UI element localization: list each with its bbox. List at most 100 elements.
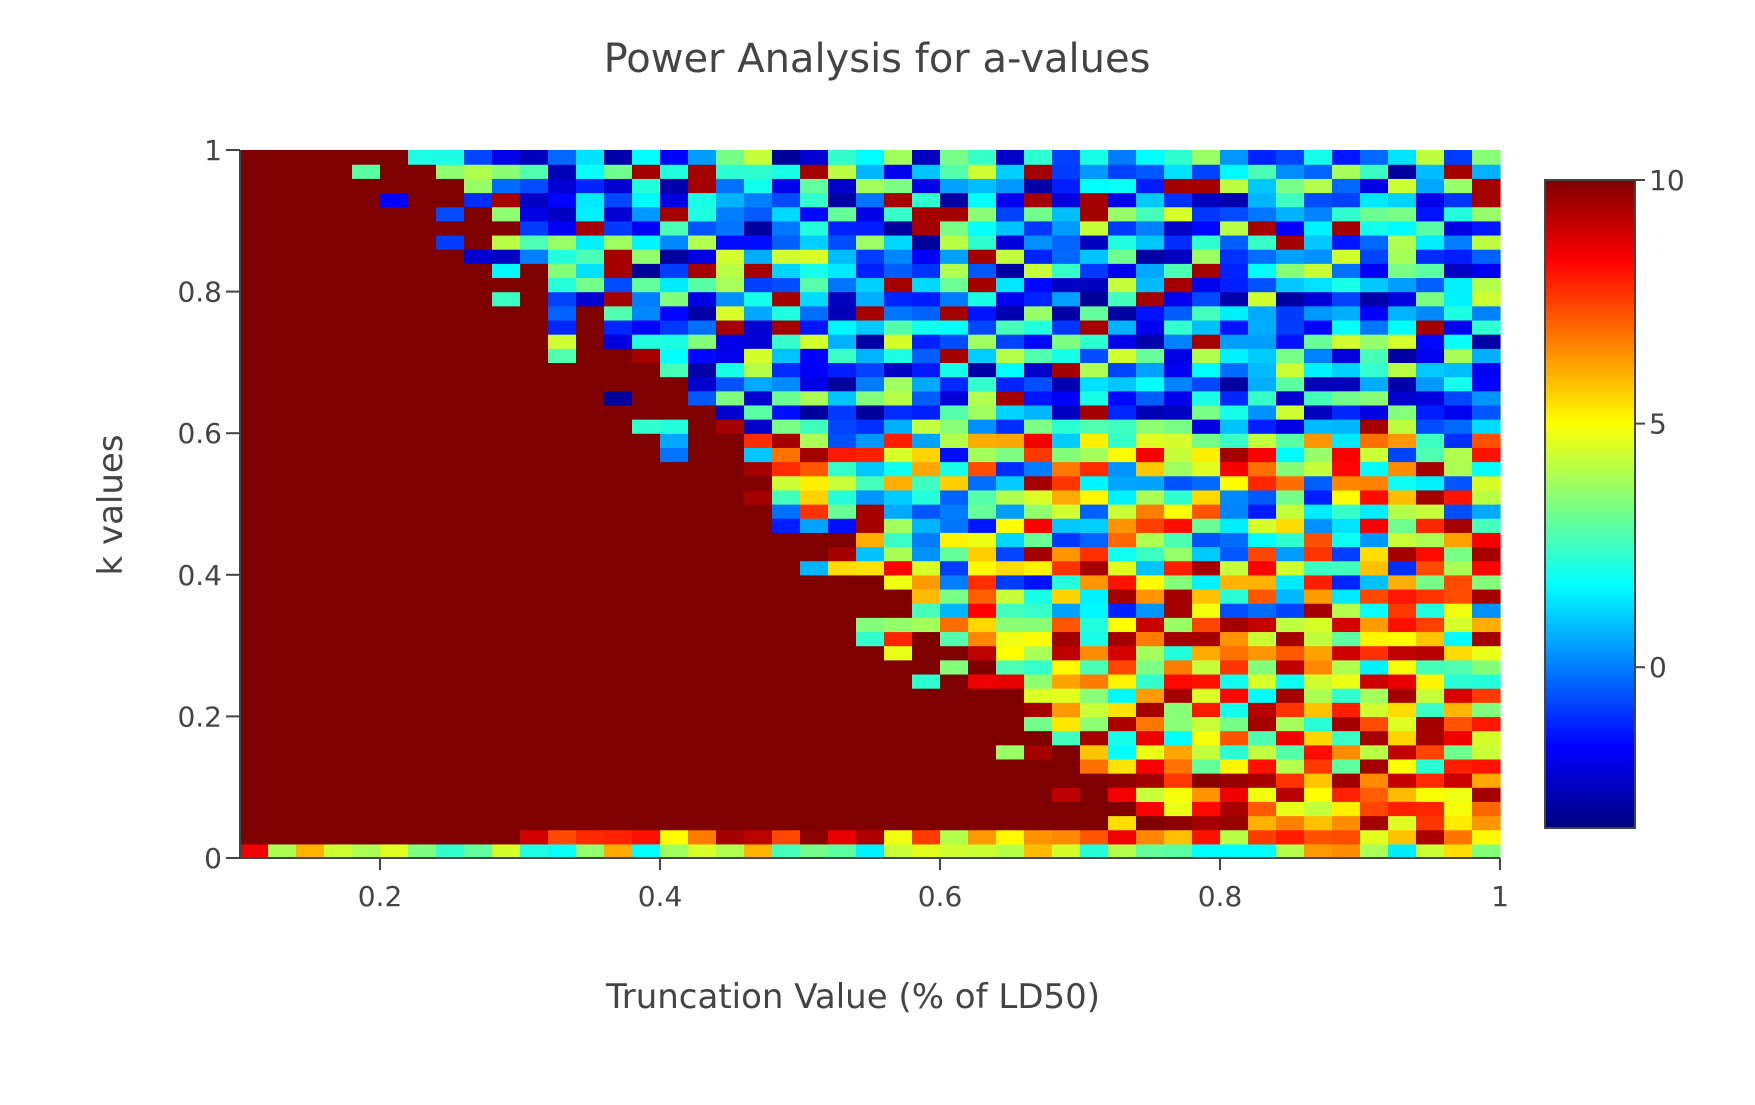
heatmap-cell: [688, 588, 717, 604]
heatmap-cell: [240, 588, 269, 604]
colorbar-gradient: [1544, 179, 1636, 829]
heatmap-cell: [688, 489, 717, 505]
heatmap-cell: [1136, 291, 1165, 307]
heatmap-cell: [492, 546, 521, 562]
heatmap-cell: [744, 617, 773, 633]
heatmap-cell: [464, 631, 493, 647]
heatmap-cell: [1332, 659, 1361, 675]
heatmap-cell: [296, 334, 325, 349]
heatmap-cell: [1192, 518, 1221, 533]
heatmap-cell: [352, 447, 381, 463]
heatmap-cell: [604, 673, 633, 689]
heatmap-cell: [380, 178, 409, 194]
heatmap-cell: [716, 220, 745, 236]
heatmap-cell: [660, 716, 689, 732]
heatmap-cell: [1220, 249, 1249, 264]
heatmap-cell: [1080, 334, 1109, 349]
heatmap-cell: [380, 815, 409, 831]
heatmap-cell: [1024, 475, 1053, 491]
heatmap-cell: [1416, 730, 1445, 746]
heatmap-cell: [380, 150, 409, 165]
heatmap-cell: [520, 390, 549, 406]
heatmap-cell: [1024, 178, 1053, 194]
heatmap-cell: [604, 716, 633, 732]
heatmap-cell: [884, 404, 913, 420]
heatmap-cell: [1136, 447, 1165, 463]
heatmap-cell: [492, 588, 521, 604]
heatmap-cell: [996, 376, 1025, 392]
heatmap-cell: [296, 504, 325, 519]
heatmap-cell: [968, 164, 997, 179]
heatmap-cell: [1304, 673, 1333, 689]
heatmap-cell: [1276, 334, 1305, 349]
heatmap-cell: [1080, 702, 1109, 717]
heatmap-cell: [940, 249, 969, 264]
heatmap-cell: [660, 419, 689, 434]
heatmap-cell: [1220, 348, 1249, 363]
heatmap-cell: [1248, 263, 1277, 279]
heatmap-cell: [968, 574, 997, 590]
heatmap-cell: [1276, 518, 1305, 533]
heatmap-cell: [856, 716, 885, 732]
heatmap-cell: [1332, 263, 1361, 279]
heatmap-cell: [520, 277, 549, 293]
heatmap-cell: [996, 829, 1025, 845]
heatmap-cell: [1248, 334, 1277, 349]
heatmap-cell: [744, 206, 773, 222]
heatmap-cell: [324, 263, 353, 279]
heatmap-cell: [996, 617, 1025, 633]
heatmap-cell: [1164, 504, 1193, 519]
heatmap-cell: [296, 192, 325, 208]
heatmap-cell: [576, 319, 605, 335]
heatmap-cell: [1164, 376, 1193, 392]
heatmap-cell: [1136, 518, 1165, 533]
heatmap-cell: [1052, 263, 1081, 279]
heatmap-cell: [520, 645, 549, 661]
heatmap-cell: [1304, 220, 1333, 236]
heatmap-cell: [1360, 603, 1389, 618]
heatmap-cell: [520, 404, 549, 420]
heatmap-cell: [996, 758, 1025, 774]
heatmap-cell: [1472, 164, 1501, 179]
heatmap-cell: [1332, 787, 1361, 802]
heatmap-cell: [1136, 588, 1165, 604]
heatmap-cell: [1080, 758, 1109, 774]
heatmap-cell: [240, 291, 269, 307]
heatmap-cell: [1248, 659, 1277, 675]
heatmap-cell: [1220, 206, 1249, 222]
heatmap-cell: [492, 489, 521, 505]
heatmap-cell: [240, 475, 269, 491]
heatmap-cell: [996, 716, 1025, 732]
heatmap-cell: [1472, 787, 1501, 802]
heatmap-cell: [828, 461, 857, 477]
heatmap-cell: [296, 305, 325, 321]
heatmap-cell: [660, 334, 689, 349]
heatmap-cell: [1444, 447, 1473, 463]
heatmap-cell: [408, 291, 437, 307]
heatmap-cell: [1192, 362, 1221, 378]
heatmap-cell: [1108, 688, 1137, 703]
heatmap-cell: [940, 688, 969, 703]
heatmap-cell: [436, 574, 465, 590]
heatmap-cell: [1444, 305, 1473, 321]
heatmap-cell: [1472, 319, 1501, 335]
heatmap-cell: [1276, 192, 1305, 208]
heatmap-cell: [324, 164, 353, 179]
heatmap-cell: [1472, 475, 1501, 491]
heatmap-cell: [996, 645, 1025, 661]
heatmap-cell: [1416, 617, 1445, 633]
heatmap-cell: [800, 504, 829, 519]
heatmap-cell: [1332, 560, 1361, 576]
heatmap-cell: [1276, 574, 1305, 590]
heatmap-cell: [996, 787, 1025, 802]
heatmap-cell: [884, 659, 913, 675]
heatmap-cell: [1024, 702, 1053, 717]
heatmap-cell: [856, 617, 885, 633]
heatmap-cell: [912, 234, 941, 250]
heatmap-cell: [576, 645, 605, 661]
heatmap-cell: [1080, 518, 1109, 533]
heatmap-cell: [1472, 178, 1501, 194]
heatmap-cell: [1276, 263, 1305, 279]
heatmap-cell: [828, 192, 857, 208]
heatmap-cell: [1388, 829, 1417, 845]
